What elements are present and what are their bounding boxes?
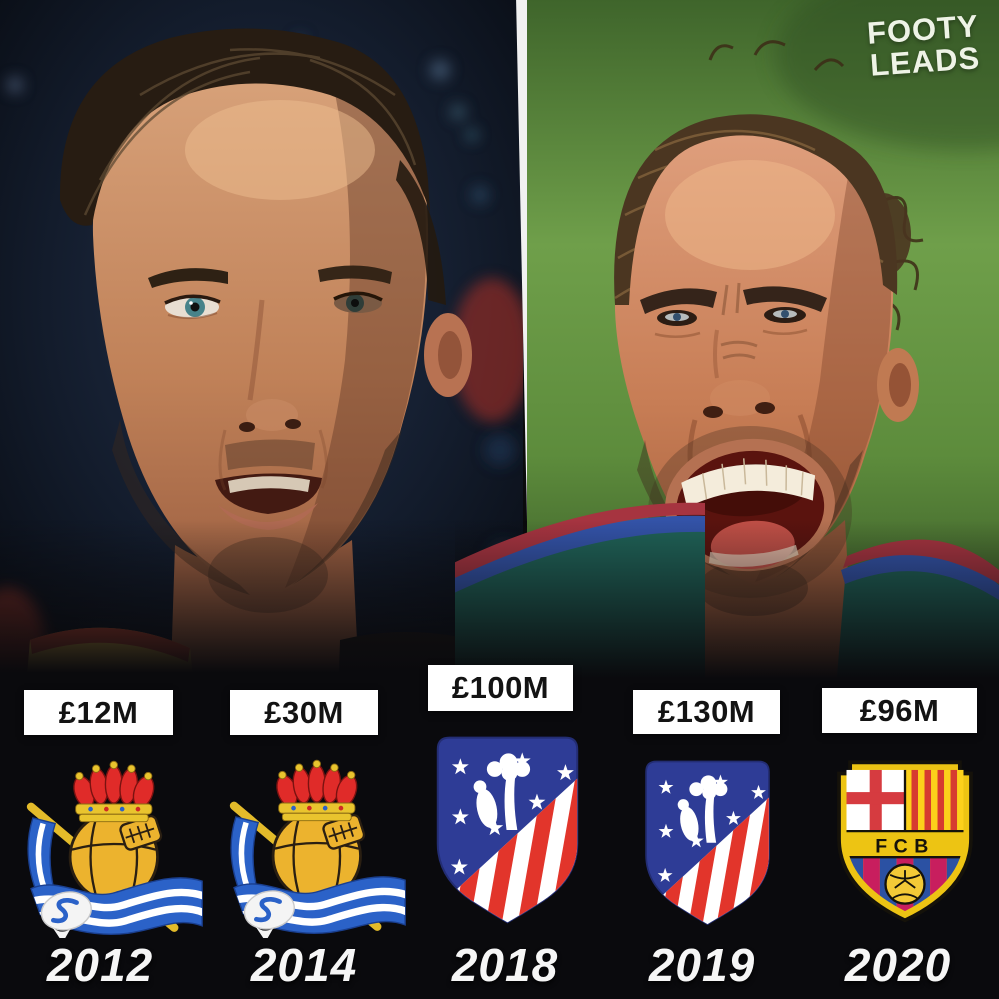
- ball: [884, 863, 926, 905]
- crown: [276, 759, 358, 822]
- squinting-eyes: [654, 307, 808, 338]
- atletico-madrid-badge-1: [424, 726, 591, 931]
- year-label-2012: 2012: [46, 939, 154, 991]
- scroll-s: [243, 890, 295, 938]
- photo-griezmann-celebrating: [455, 0, 999, 700]
- bear-and-tree: [473, 753, 531, 830]
- atletico-madrid-crest-icon: [436, 736, 579, 924]
- eyebrows-furrowed: [640, 286, 827, 314]
- year-label-2020: 2020: [844, 939, 952, 991]
- forehead-shine: [665, 160, 835, 270]
- pitch-shade: [775, 0, 999, 150]
- flag-left: [230, 816, 262, 902]
- fcb-band: [846, 831, 964, 858]
- eyebrows: [148, 265, 392, 288]
- face-shadow: [755, 165, 892, 582]
- cheek-lines: [218, 429, 328, 491]
- year-label-2018: 2018: [451, 939, 559, 991]
- bear-and-tree: [677, 775, 728, 843]
- crown: [73, 760, 155, 823]
- quarter-lines: [846, 769, 964, 859]
- atletico-madrid-badge-2: [634, 751, 781, 932]
- real-sociedad-badge-1: [18, 750, 204, 938]
- atletico-madrid-crest-icon: [645, 760, 770, 926]
- fcb-letters: FCB: [875, 836, 935, 858]
- scroll-s: [40, 891, 92, 938]
- fc-barcelona-badge: FCB: [826, 751, 984, 928]
- catalan-quarter: [905, 769, 964, 832]
- photo-right-illustration: [455, 0, 999, 700]
- fee-label-2020: £96M: [822, 688, 977, 733]
- mustache-stubble: [225, 439, 315, 470]
- stars: [450, 752, 574, 875]
- photo-griezmann-young: [0, 0, 523, 700]
- cross-horizontal: [846, 792, 905, 805]
- ball: [271, 810, 366, 902]
- fee-label-2014: £30M: [230, 690, 378, 735]
- ear: [424, 313, 472, 397]
- photo-left-illustration: [0, 0, 523, 700]
- year-label-2019: 2019: [648, 939, 756, 991]
- real-sociedad-badge-2: [221, 748, 407, 938]
- ear: [877, 348, 919, 422]
- right-eye: [333, 291, 383, 313]
- nose: [703, 329, 775, 418]
- fc-barcelona-crest-icon: FCB: [837, 760, 973, 923]
- fee-label-2019: £130M: [633, 690, 780, 734]
- real-sociedad-crest-icon: [229, 759, 406, 938]
- year-label-2014: 2014: [250, 939, 358, 991]
- red-light-blur: [452, 278, 523, 422]
- fee-label-2018: £100M: [428, 665, 573, 711]
- fee-label-2012: £12M: [24, 690, 173, 735]
- forehead-highlight: [185, 100, 375, 200]
- stars: [657, 774, 766, 882]
- left-eye: [164, 294, 221, 319]
- hair: [59, 28, 446, 305]
- nose: [239, 299, 301, 432]
- frown-lines: [720, 282, 758, 360]
- real-sociedad-crest-icon: [26, 760, 203, 938]
- footy-leads-watermark: FOOTY LEADS: [854, 8, 994, 82]
